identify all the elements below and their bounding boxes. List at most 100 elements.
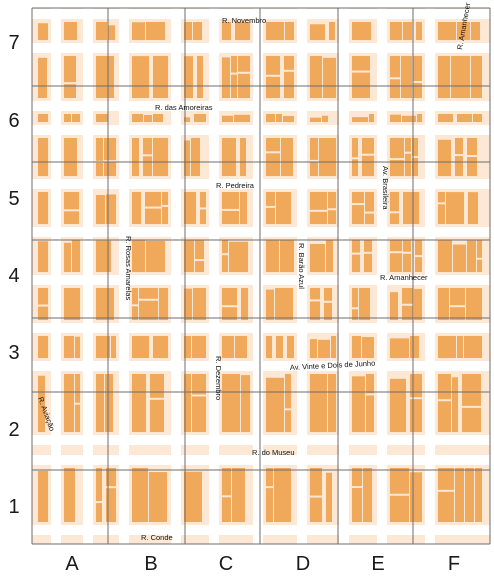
building [64, 211, 79, 224]
building [362, 337, 374, 358]
building [275, 288, 293, 320]
building [390, 292, 398, 320]
building [193, 22, 202, 40]
street-label-barao-azul: R. Barão Azul [297, 243, 306, 289]
building [132, 22, 145, 40]
building [318, 339, 330, 358]
building [38, 138, 48, 176]
building [72, 240, 80, 272]
building [438, 240, 452, 272]
building [266, 289, 274, 320]
building [192, 336, 206, 358]
building [38, 241, 48, 272]
building [153, 138, 168, 176]
building [450, 307, 465, 320]
building [108, 25, 115, 40]
building [352, 288, 358, 308]
building [192, 374, 206, 395]
building [323, 57, 336, 98]
building [438, 204, 445, 224]
building [144, 115, 152, 122]
building [184, 56, 193, 98]
building [145, 192, 161, 207]
building [96, 240, 111, 272]
building [438, 288, 449, 320]
street-label-rosas-amarelas: R. Rosas Amarelas [124, 236, 133, 300]
building [276, 114, 282, 122]
building [266, 138, 280, 152]
building [455, 468, 464, 522]
building [184, 140, 190, 176]
building [326, 472, 332, 522]
building [438, 114, 453, 122]
building [457, 336, 463, 358]
building [38, 470, 48, 522]
street-v [119, 8, 129, 544]
building [222, 307, 237, 320]
building [366, 395, 374, 432]
building [438, 491, 454, 522]
building [365, 213, 374, 224]
street-v [377, 8, 387, 544]
building [438, 336, 456, 358]
building [438, 22, 456, 40]
building [364, 240, 372, 252]
building [455, 138, 463, 155]
building [284, 71, 294, 98]
building [352, 56, 370, 71]
building [234, 114, 250, 122]
building [417, 114, 422, 122]
building [111, 336, 116, 358]
building [457, 22, 470, 40]
building [132, 138, 139, 176]
building [438, 139, 451, 176]
building [106, 194, 116, 224]
building [64, 288, 80, 320]
building [222, 192, 239, 209]
building [276, 192, 291, 224]
building [310, 497, 322, 522]
building [104, 162, 116, 176]
building [64, 336, 74, 358]
building [412, 157, 418, 176]
building [38, 192, 48, 224]
building [457, 114, 472, 122]
building [468, 192, 478, 224]
building [352, 336, 361, 358]
building [96, 468, 102, 502]
building [352, 309, 358, 320]
building [390, 192, 399, 212]
building [390, 138, 404, 159]
building [238, 56, 250, 72]
street-v [339, 8, 349, 544]
building [222, 115, 233, 122]
building [352, 254, 360, 272]
building [64, 138, 77, 176]
building [390, 468, 409, 494]
building [390, 22, 402, 40]
street-v [297, 8, 307, 544]
building [96, 336, 110, 358]
building [452, 377, 458, 432]
row-label-4: 4 [8, 265, 20, 287]
building [232, 468, 245, 522]
building [369, 114, 374, 122]
building [64, 22, 77, 40]
building [467, 138, 477, 156]
row-label-1: 1 [8, 496, 20, 518]
building [184, 471, 202, 522]
building [352, 159, 358, 176]
building [401, 56, 412, 98]
building [415, 257, 422, 272]
building [197, 56, 203, 98]
building [364, 253, 372, 272]
building [455, 156, 463, 176]
building [450, 288, 465, 306]
building [132, 192, 141, 224]
building [192, 396, 206, 432]
building [451, 56, 470, 98]
col-label-b: B [144, 553, 158, 575]
building [324, 302, 332, 320]
building [146, 22, 165, 40]
building [326, 240, 333, 272]
